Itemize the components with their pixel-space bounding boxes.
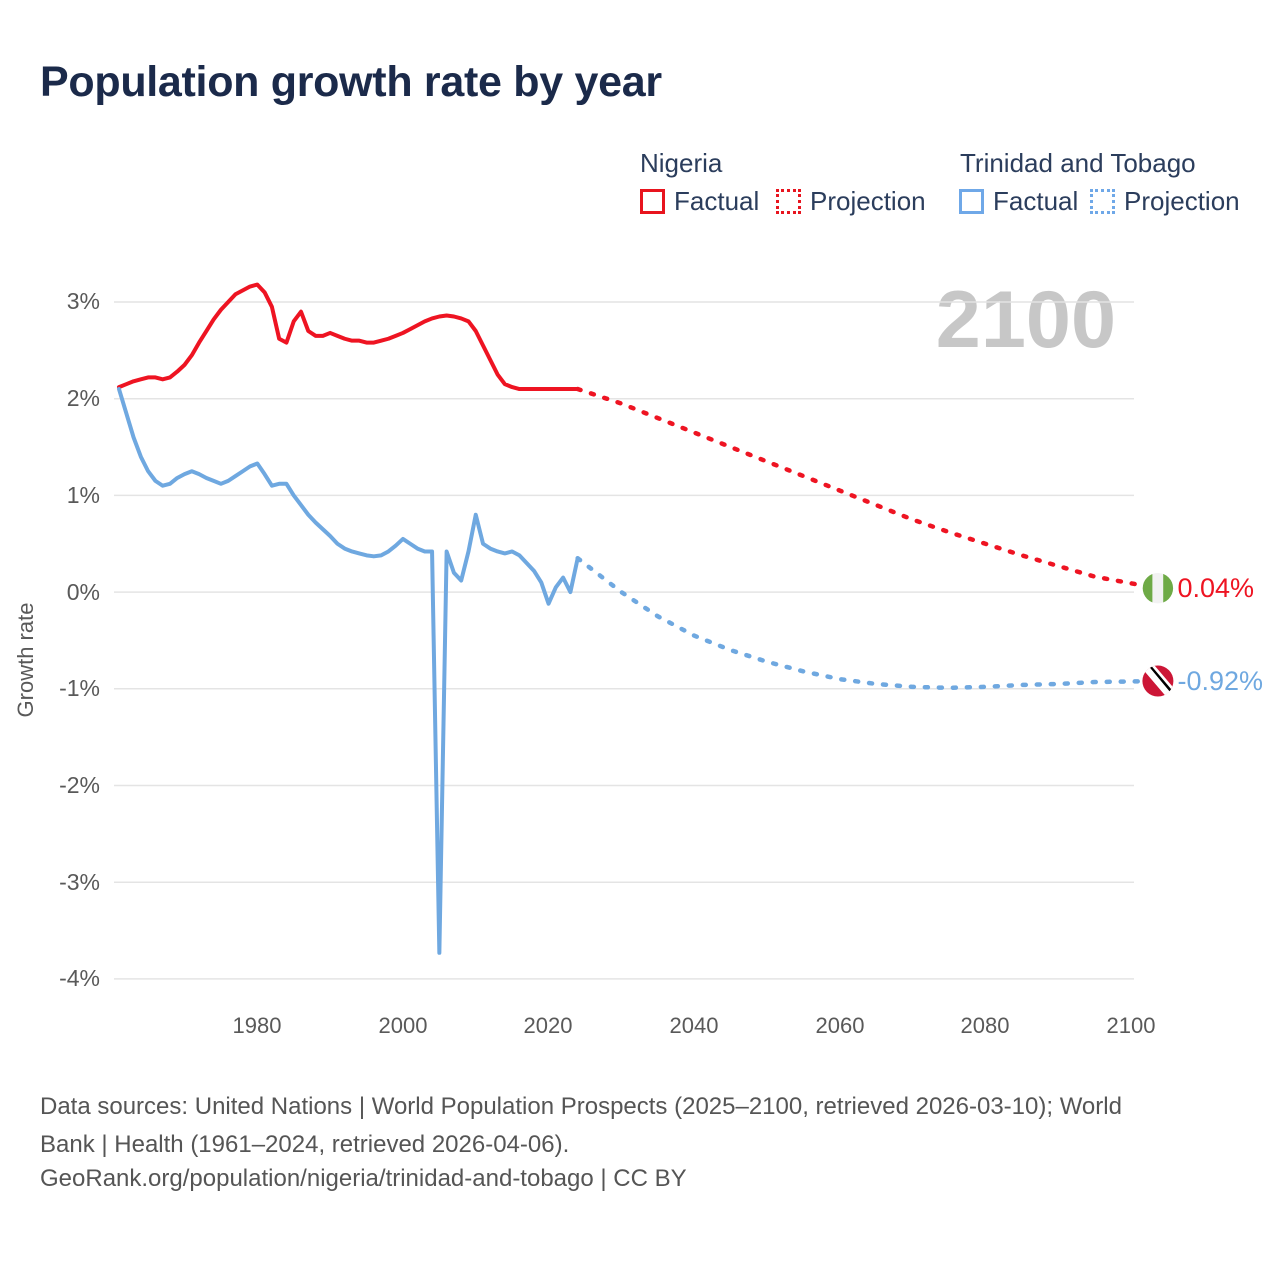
svg-text:2%: 2% bbox=[67, 385, 100, 411]
svg-text:2000: 2000 bbox=[379, 1013, 428, 1038]
svg-text:Growth rate: Growth rate bbox=[13, 603, 38, 718]
svg-text:1%: 1% bbox=[67, 482, 100, 508]
svg-text:-2%: -2% bbox=[59, 772, 100, 798]
svg-text:2080: 2080 bbox=[961, 1013, 1010, 1038]
svg-text:-3%: -3% bbox=[59, 869, 100, 895]
svg-text:2020: 2020 bbox=[524, 1013, 573, 1038]
svg-text:2040: 2040 bbox=[670, 1013, 719, 1038]
svg-text:3%: 3% bbox=[67, 288, 100, 314]
svg-text:2060: 2060 bbox=[816, 1013, 865, 1038]
svg-text:2100: 2100 bbox=[1107, 1013, 1156, 1038]
svg-text:-1%: -1% bbox=[59, 675, 100, 701]
svg-text:1980: 1980 bbox=[233, 1013, 282, 1038]
svg-text:0%: 0% bbox=[67, 579, 100, 605]
svg-text:2100: 2100 bbox=[936, 275, 1116, 365]
svg-text:-0.92%: -0.92% bbox=[1178, 666, 1264, 696]
svg-text:0.04%: 0.04% bbox=[1178, 573, 1255, 603]
svg-text:-4%: -4% bbox=[59, 965, 100, 991]
